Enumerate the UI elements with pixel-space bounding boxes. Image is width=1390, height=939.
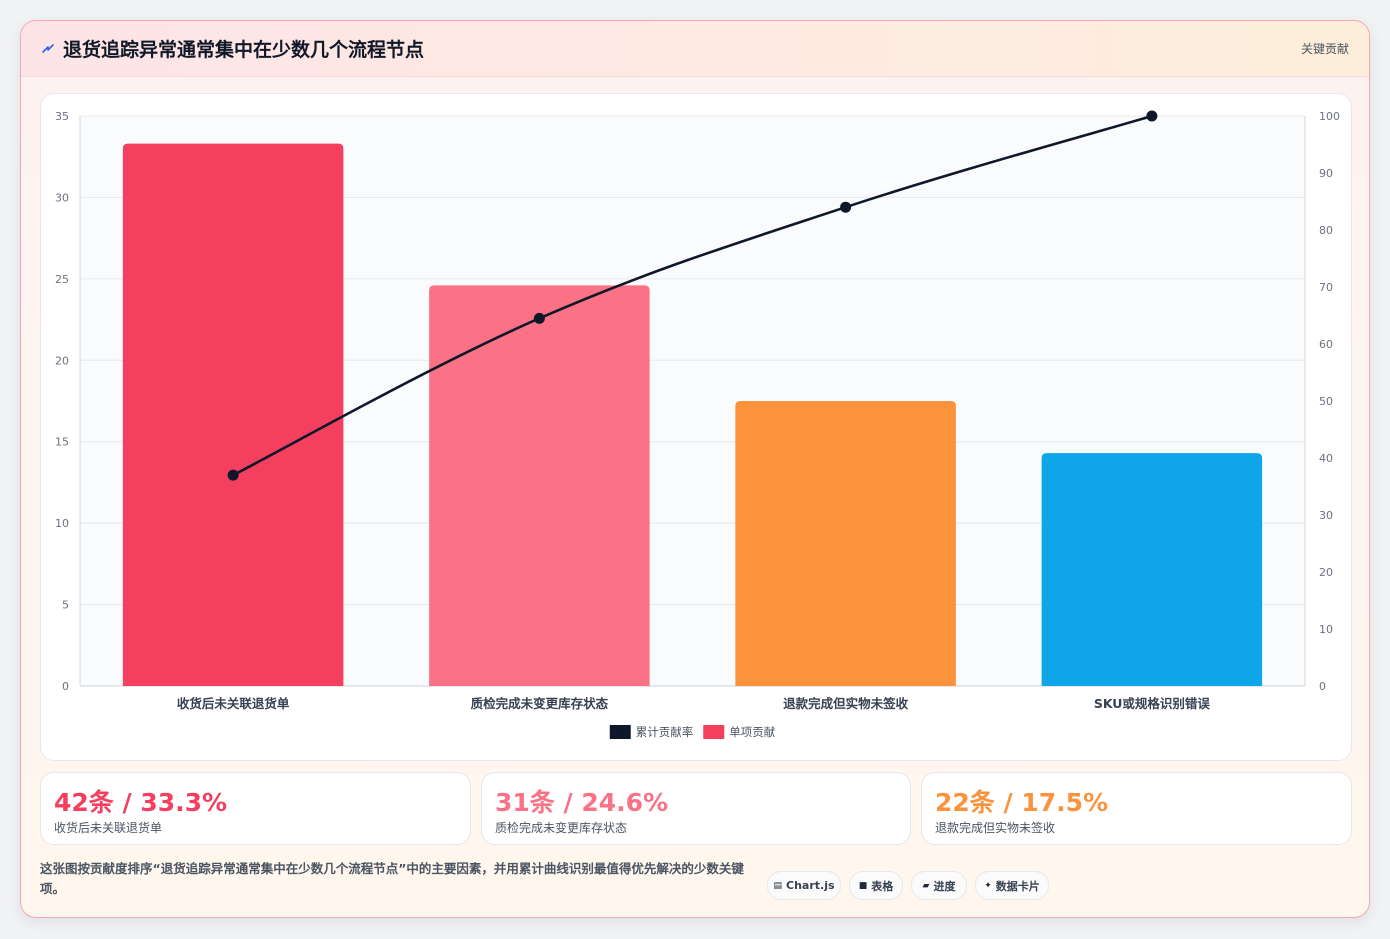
pill-label: 数据卡片: [995, 879, 1040, 893]
y-right-tick-label: 50: [1319, 395, 1333, 408]
card-header: 退货追踪异常通常集中在少数几个流程节点 关键贡献: [21, 21, 1369, 77]
pill-progress[interactable]: ▰ 进度: [911, 871, 967, 900]
cumulative-line: [232, 114, 1153, 477]
pareto-chart: 0 5 10 15 20 25 30 35 0 10 20 30 40 50 60 70 80 90 100 收货后未…: [55, 110, 1340, 739]
chart-card: 退货追踪异常通常集中在少数几个流程节点 关键贡献 0 5 10 15 20 25 30 35 0…: [20, 20, 1370, 918]
legend-swatch: [609, 725, 631, 739]
stat-card-2: 31条 / 24.6% 质检完成未变更库存状态: [481, 772, 911, 845]
lightning-icon: [42, 44, 54, 53]
pill-table[interactable]: ■ 表格: [849, 871, 903, 900]
y-left-tick-label: 35: [55, 110, 69, 123]
card-icon: ✦: [984, 880, 992, 891]
y-left-tick-label: 25: [55, 273, 69, 286]
x-tick-label: 质检完成未变更库存状态: [471, 696, 609, 711]
page-title: 退货追踪异常通常集中在少数几个流程节点: [63, 39, 425, 61]
cumulative-point: [533, 312, 545, 324]
y-right-tick-label: 70: [1319, 281, 1333, 294]
stat-value: 22条 / 17.5%: [935, 788, 1109, 817]
stat-value: 42条 / 33.3%: [54, 788, 228, 817]
y-right-tick-label: 90: [1319, 167, 1333, 180]
pill-label: 进度: [933, 879, 956, 893]
y-left-tick-label: 5: [62, 599, 69, 612]
y-right-tick-label: 20: [1319, 566, 1333, 579]
bar: [429, 285, 650, 686]
bar: [1041, 453, 1263, 686]
cumulative-point: [227, 469, 239, 481]
pill-label: 表格: [871, 879, 894, 893]
stat-card-1: 42条 / 33.3% 收货后未关联退货单: [40, 772, 471, 845]
chart-icon: ▤: [773, 880, 782, 891]
y-left-tick-label: 15: [55, 436, 69, 449]
pill-label: Chart.js: [786, 879, 835, 892]
chart-panel: 0 5 10 15 20 25 30 35 0 10 20 30 40 50 60 70 80 90 100 收货后未…: [40, 93, 1352, 761]
table-icon: ■: [858, 880, 868, 891]
y-right-tick-label: 30: [1319, 509, 1333, 522]
legend-label: 单项贡献: [729, 725, 775, 739]
y-left-tick-label: 0: [62, 680, 69, 693]
y-right-tick-label: 0: [1319, 680, 1326, 693]
stat-card-3: 22条 / 17.5% 退款完成但实物未签收: [921, 772, 1352, 845]
y-left-tick-label: 20: [55, 354, 69, 367]
stat-label: 质检完成未变更库存状态: [495, 821, 628, 835]
legend-label: 累计贡献率: [636, 725, 694, 739]
pill-chartjs[interactable]: ▤ Chart.js: [767, 871, 841, 900]
stat-label: 退款完成但实物未签收: [935, 821, 1056, 835]
y-right-tick-label: 80: [1319, 224, 1333, 237]
x-tick-label: 收货后未关联退货单: [177, 696, 290, 711]
bar: [735, 401, 956, 686]
legend-swatch: [703, 725, 725, 739]
bar: [122, 143, 344, 686]
progress-icon: ▰: [922, 880, 930, 891]
key-contribution-tag[interactable]: 关键贡献: [1300, 42, 1349, 56]
pill-data-card[interactable]: ✦ 数据卡片: [975, 871, 1049, 900]
y-right-tick-label: 10: [1319, 623, 1333, 636]
cumulative-point: [1146, 110, 1158, 122]
y-left-tick-label: 10: [55, 517, 69, 530]
cumulative-point: [840, 201, 852, 213]
x-tick-label: SKU或规格识别错误: [1094, 696, 1211, 711]
chart-description: 这张图按贡献度排序“退货追踪异常通常集中在少数几个流程节点”中的主要因素，并用累…: [40, 861, 744, 896]
stat-value: 31条 / 24.6%: [495, 788, 669, 817]
x-tick-label: 退款完成但实物未签收: [783, 696, 909, 711]
y-right-tick-label: 100: [1319, 110, 1340, 123]
y-right-tick-label: 40: [1319, 452, 1333, 465]
y-left-tick-label: 30: [55, 191, 69, 204]
y-right-tick-label: 60: [1319, 338, 1333, 351]
stat-label: 收货后未关联退货单: [54, 821, 163, 835]
